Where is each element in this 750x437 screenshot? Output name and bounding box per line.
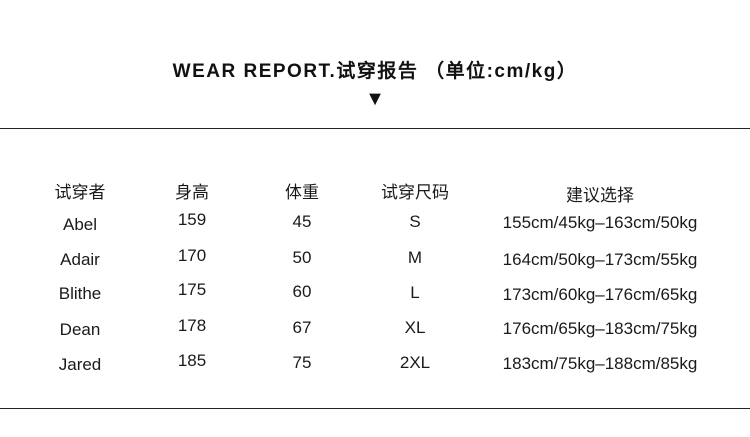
table-cell: 2XL xyxy=(399,353,431,372)
table-cell: 75 xyxy=(292,353,312,372)
table-cell: Dean xyxy=(59,320,101,339)
table-cell: 185 xyxy=(177,351,207,370)
table-cell: Abel xyxy=(62,215,98,234)
table-cell: 50 xyxy=(292,248,312,267)
column-header: 试穿者 xyxy=(54,183,106,202)
divider-bottom xyxy=(0,408,750,409)
table-cell: 45 xyxy=(292,212,312,231)
column-header: 体重 xyxy=(285,183,319,202)
table-cell: 159 xyxy=(177,210,207,229)
table-cell: 170 xyxy=(177,246,207,265)
column-header: 身高 xyxy=(175,183,209,202)
table-cell: 183cm/75kg–188cm/85kg xyxy=(502,354,698,373)
table-cell: 164cm/50kg–173cm/55kg xyxy=(502,250,698,269)
table-cell: 155cm/45kg–163cm/50kg xyxy=(502,213,698,232)
table-cell: 173cm/60kg–176cm/65kg xyxy=(502,285,698,304)
divider-top xyxy=(0,128,750,129)
table-cell: S xyxy=(409,212,421,231)
table-cell: 176cm/65kg–183cm/75kg xyxy=(502,319,698,338)
table-cell: 67 xyxy=(292,318,312,337)
page-title: WEAR REPORT.试穿报告 （单位:cm/kg） xyxy=(172,61,578,82)
table-cell: Blithe xyxy=(58,284,102,303)
table-cell: M xyxy=(407,248,423,267)
table-cell: XL xyxy=(404,318,426,337)
column-header: 建议选择 xyxy=(566,186,634,205)
down-triangle-icon: ▼ xyxy=(365,88,385,110)
table-cell: 175 xyxy=(177,280,207,299)
table-cell: 60 xyxy=(292,282,312,301)
table-cell: Adair xyxy=(60,250,100,269)
table-cell: 178 xyxy=(177,316,207,335)
column-header: 试穿尺码 xyxy=(381,183,449,202)
table-cell: Jared xyxy=(58,355,102,374)
table-cell: L xyxy=(410,283,420,302)
